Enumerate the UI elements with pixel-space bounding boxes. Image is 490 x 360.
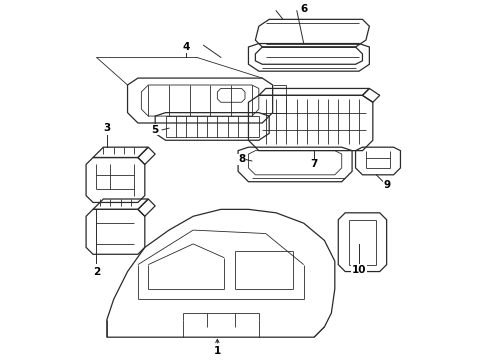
Text: 1: 1 [214, 346, 221, 356]
Text: 2: 2 [93, 266, 100, 276]
Text: 10: 10 [352, 265, 366, 275]
Text: 4: 4 [183, 42, 190, 52]
Text: 9: 9 [383, 180, 390, 190]
Text: 3: 3 [103, 123, 110, 133]
Text: 6: 6 [300, 4, 307, 14]
Text: 7: 7 [310, 159, 318, 170]
Text: 8: 8 [238, 154, 245, 164]
Text: 5: 5 [151, 125, 159, 135]
